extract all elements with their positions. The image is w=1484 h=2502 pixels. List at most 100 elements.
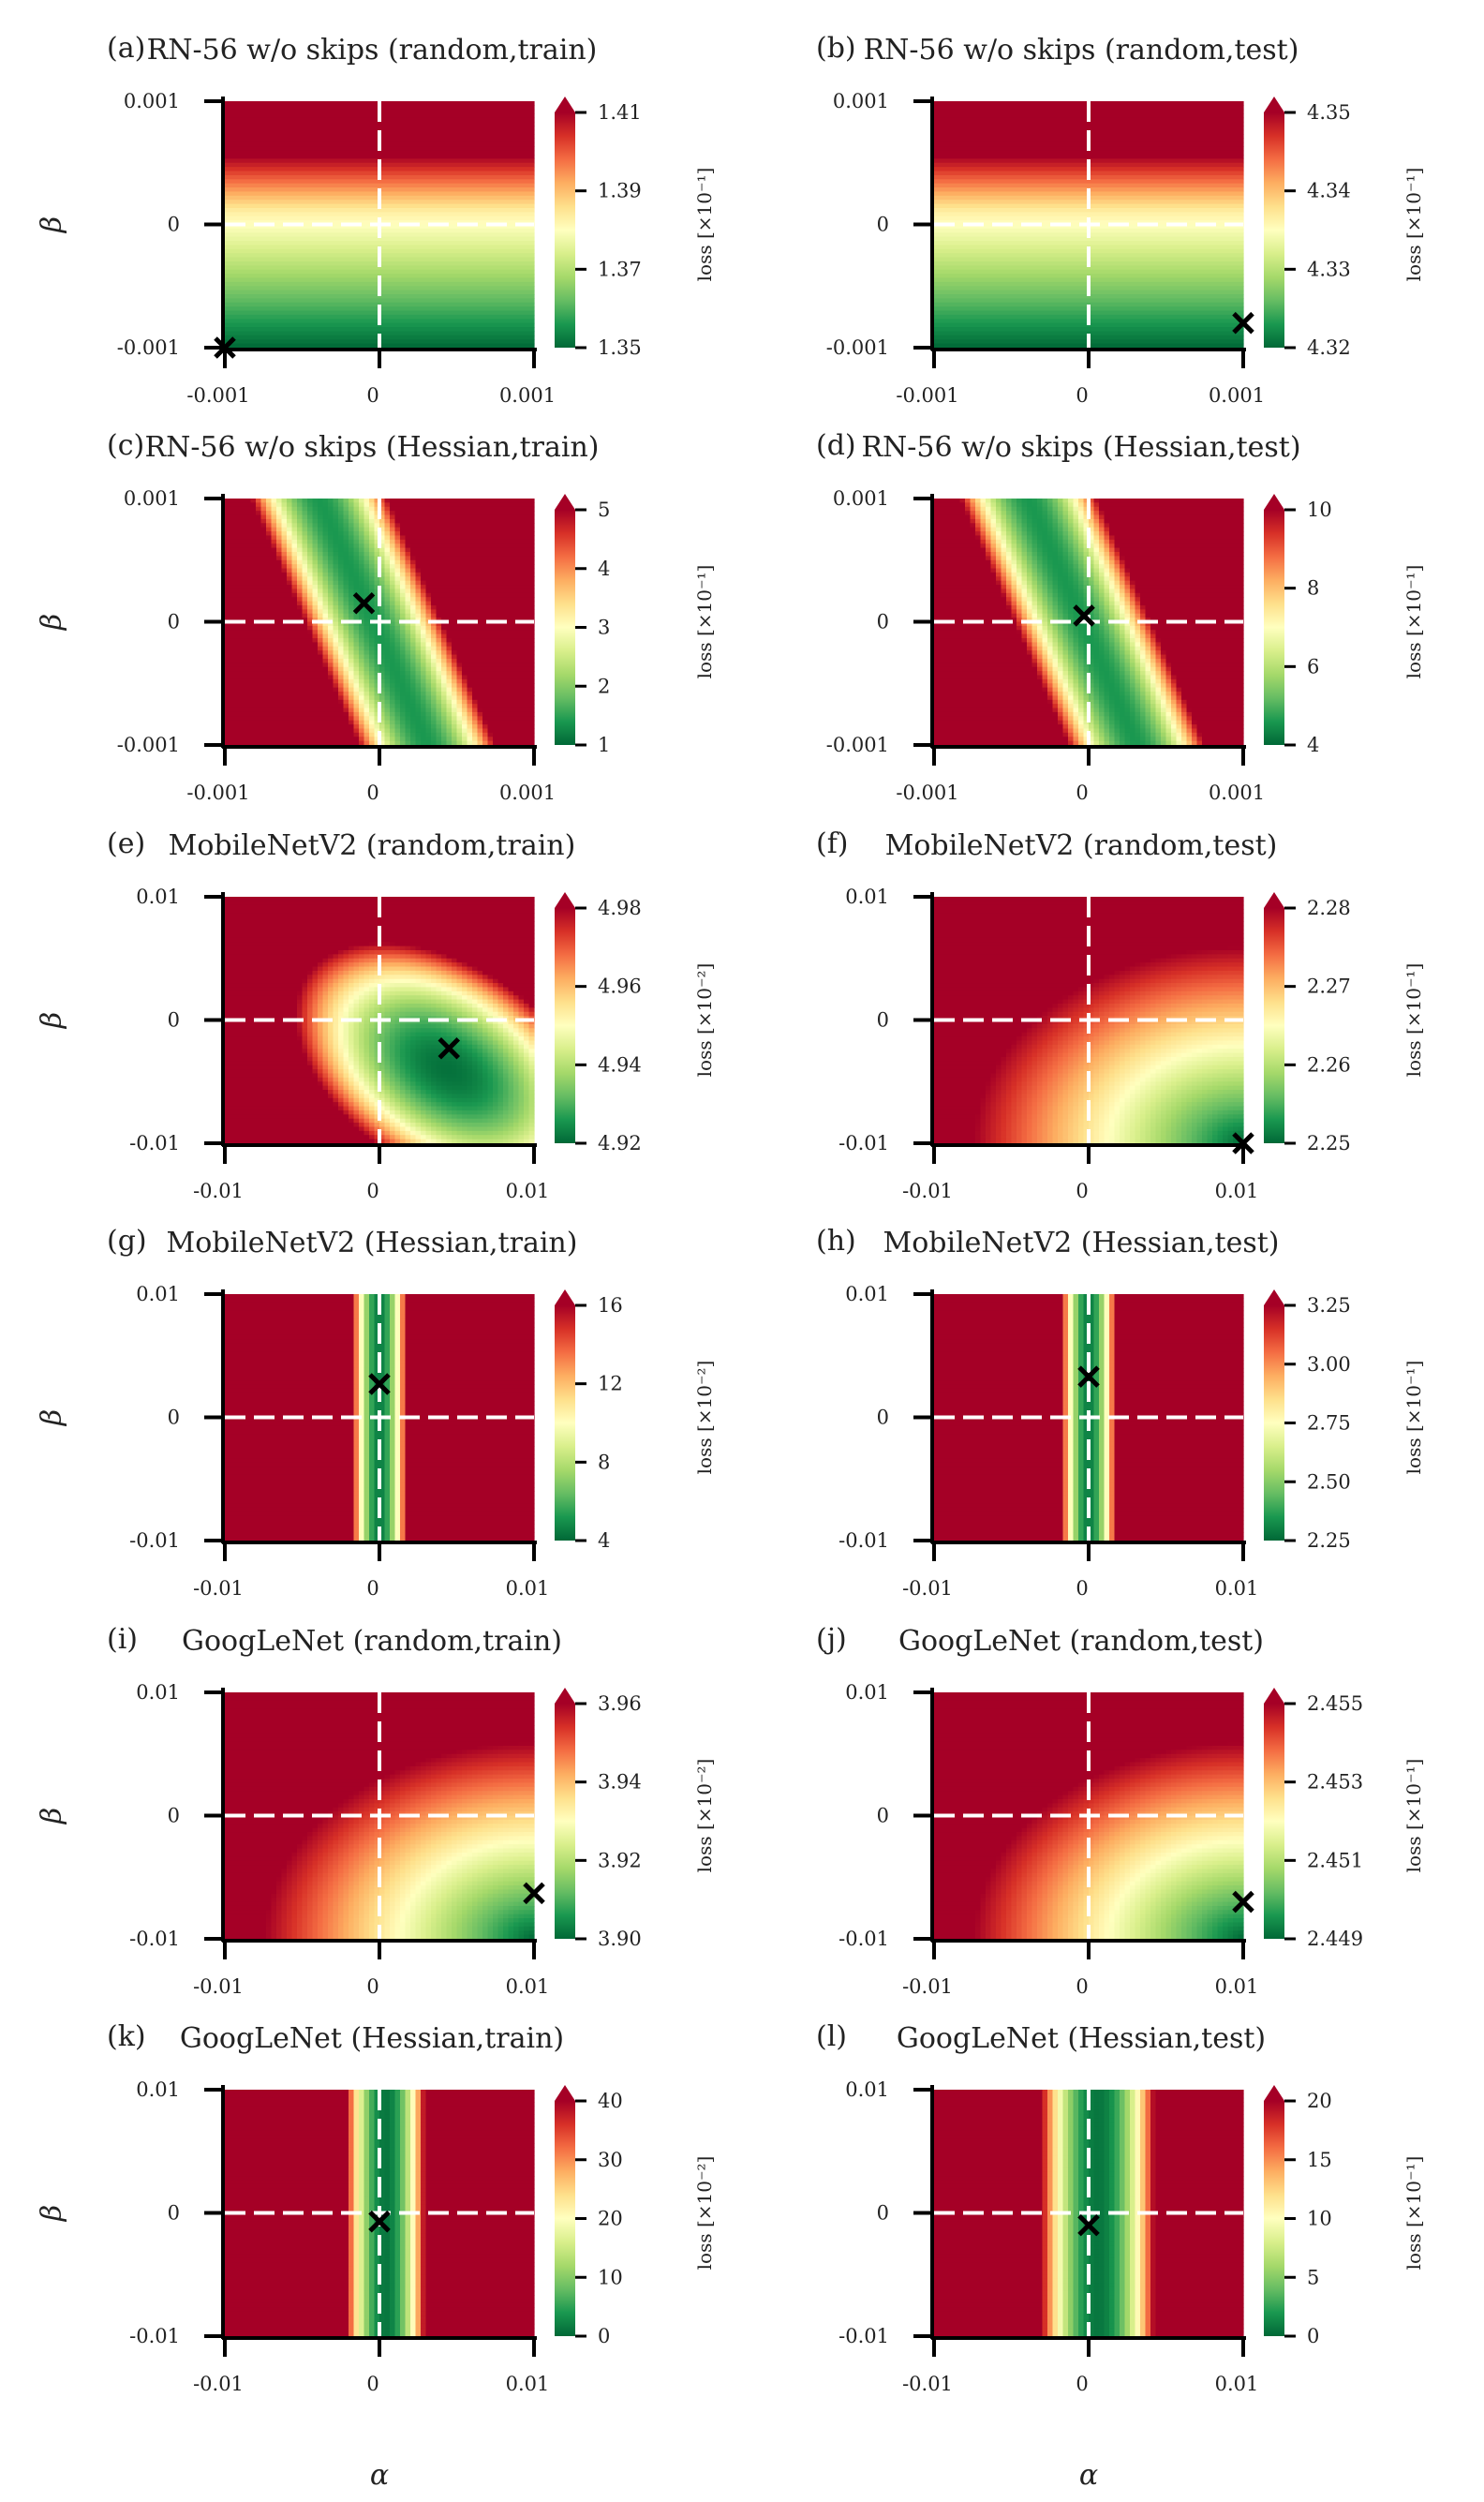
heatmap-cell [272,327,277,332]
heatmap-cell [245,191,251,196]
heatmap-cell [241,208,246,213]
heatmap-cell [287,146,292,151]
heatmap-cell [276,122,282,127]
heatmap-cell [251,306,257,311]
heatmap-cell [266,277,272,282]
heatmap-cell [282,208,288,213]
heatmap-cell [230,151,236,156]
heatmap-cell [251,138,257,142]
heatmap-cell [287,110,292,114]
heatmap-cell [256,175,261,180]
heatmap-cell [261,335,267,340]
heatmap-cell [287,126,292,130]
heatmap-cell [272,311,277,316]
heatmap-cell [282,110,288,114]
heatmap-cell [276,163,282,168]
heatmap-cell [276,126,282,130]
heatmap-cell [276,134,282,139]
heatmap-cell [256,196,261,201]
heatmap-cell [272,290,277,295]
heatmap-cell [251,151,257,156]
heatmap-cell [282,253,288,258]
heatmap-cell [282,126,288,130]
heatmap-cell [272,191,277,196]
heatmap-cell [230,138,236,142]
heatmap-cell [287,245,292,249]
heatmap-cell [225,105,230,110]
heatmap-cell [261,258,267,262]
heatmap-cell [266,138,272,142]
heatmap-cell [245,122,251,127]
heatmap-cell [256,142,261,147]
heatmap-cell [245,142,251,147]
heatmap-cell [272,138,277,142]
heatmap-cell [282,151,288,156]
heatmap-cell [235,306,241,311]
heatmap-cell [241,179,246,184]
heatmap-cell [272,282,277,287]
heatmap-cell [261,167,267,171]
heatmap-cell [282,282,288,287]
heatmap-cell [266,151,272,156]
heatmap-cell [245,138,251,142]
panel-a: 0.0010-0.001-0.001 0 0.001(a) RN-56 w/o ski… [36,32,716,407]
heatmap-cell [235,323,241,328]
heatmap-cell [235,237,241,242]
heatmap-cell [292,130,298,135]
heatmap-cell [230,258,236,262]
heatmap-cell [225,335,230,340]
heatmap-cell [256,290,261,295]
heatmap-cell [266,286,272,290]
heatmap-cell [235,130,241,135]
heatmap-cell [235,175,241,180]
heatmap-cell [230,253,236,258]
heatmap-cell [241,212,246,216]
heatmap-cell [266,323,272,328]
heatmap-cell [266,134,272,139]
heatmap-cell [256,344,261,349]
heatmap-cell [276,158,282,163]
heatmap-cell [261,274,267,278]
heatmap-cell [287,184,292,188]
heatmap-cell [235,315,241,320]
heatmap-cell [245,339,251,344]
heatmap-cell [245,344,251,349]
heatmap-cell [261,245,267,249]
heatmap-cell [241,110,246,114]
heatmap-cell [282,155,288,159]
heatmap-cell [230,196,236,201]
heatmap-cell [225,261,230,266]
heatmap-cell [276,155,282,159]
heatmap-cell [266,126,272,130]
heatmap-cell [225,258,230,262]
heatmap-cell [282,319,288,323]
heatmap-cell [256,208,261,213]
heatmap-cell [272,286,277,290]
heatmap-cell [272,187,277,192]
heatmap-cell [287,286,292,290]
heatmap-cell [261,155,267,159]
heatmap-cell [251,303,257,307]
heatmap-cell [251,208,257,213]
heatmap-cell [276,253,282,258]
heatmap-cell [245,151,251,156]
heatmap-cell [256,155,261,159]
heatmap-cell [276,110,282,114]
heatmap-cell [287,294,292,299]
heatmap-cell [235,142,241,147]
heatmap-cell [230,216,236,221]
heatmap-cell [251,110,257,114]
heatmap-cell [272,319,277,323]
heatmap-cell [287,315,292,320]
heatmap-cell [256,138,261,142]
heatmap-cell [225,212,230,216]
heatmap-cell [261,323,267,328]
heatmap-cell [225,323,230,328]
heatmap-cell [230,249,236,254]
heatmap-cell [225,286,230,290]
heatmap-cell [245,146,251,151]
heatmap-cell [256,151,261,156]
heatmap-cell [230,277,236,282]
heatmap-cell [241,232,246,237]
heatmap-cell [256,253,261,258]
